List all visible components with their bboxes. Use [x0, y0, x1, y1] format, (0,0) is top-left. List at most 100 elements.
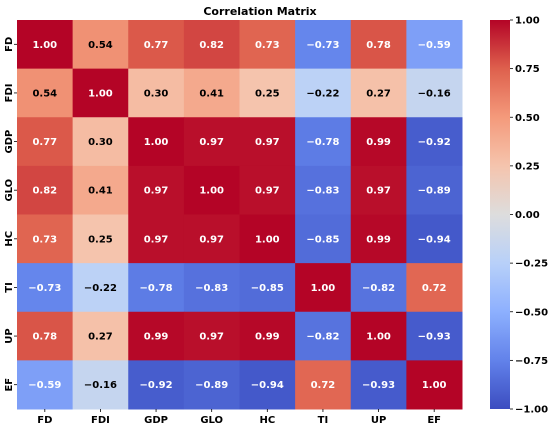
colorbar-tick-label: 1.00: [515, 16, 540, 27]
heatmap-cell: [295, 68, 352, 118]
heatmap-cell: [239, 68, 296, 118]
cell-value-label: −0.16: [84, 380, 117, 391]
heatmap-cell: [17, 165, 74, 215]
cell-value-label: −0.73: [28, 283, 61, 294]
cell-value-label: −0.93: [362, 380, 395, 391]
cell-value-label: 0.54: [32, 88, 57, 99]
cell-value-label: −0.94: [251, 380, 284, 391]
heatmap-cell: [350, 20, 407, 70]
x-axis-tick-labels: FD FDI GDP GLO HC TI UP EF: [37, 409, 441, 426]
cell-value-label: 0.97: [199, 234, 224, 245]
heatmap-cell: [350, 117, 407, 167]
cell-value-label: −0.16: [418, 88, 451, 99]
heatmap-cell: [72, 68, 129, 118]
x-tick-label: FDI: [91, 415, 110, 426]
heatmap-cell: [239, 165, 296, 215]
x-tick-label: HC: [259, 415, 275, 426]
heatmap-cell: [295, 311, 352, 361]
cell-value-label: 0.99: [144, 332, 169, 343]
cell-value-label: 0.97: [199, 332, 224, 343]
heatmap-cell: [295, 263, 352, 313]
heatmap-cell: [183, 214, 240, 264]
heatmap-cell: [406, 214, 463, 264]
y-tick-label: FDI: [4, 84, 15, 103]
cell-value-label: −0.85: [306, 234, 339, 245]
heatmap-cell: [295, 20, 352, 70]
cell-value-label: 0.78: [32, 332, 57, 343]
heatmap-cell: [17, 20, 74, 70]
heatmap-cell: [406, 263, 463, 313]
cell-value-label: −0.22: [306, 88, 339, 99]
x-tick-label: EF: [427, 415, 441, 426]
cell-value-label: 0.41: [88, 186, 113, 197]
heatmap-cell: [128, 311, 185, 361]
heatmap-cell: [350, 214, 407, 264]
cell-value-label: −0.85: [251, 283, 284, 294]
heatmap-cell: [295, 360, 352, 410]
heatmap-cell: [17, 117, 74, 167]
cell-value-label: −0.83: [306, 186, 339, 197]
heatmap-cell: [239, 20, 296, 70]
cell-value-label: 0.30: [88, 137, 113, 148]
heatmap-cell: [128, 117, 185, 167]
y-tick-label: UP: [4, 328, 15, 343]
heatmap-cell: [72, 214, 129, 264]
colorbar-tick-label: 0.00: [515, 210, 540, 221]
cell-value-label: 0.77: [144, 40, 169, 51]
x-tick-label: UP: [371, 415, 386, 426]
heatmap-cell: [183, 165, 240, 215]
heatmap-cell: [239, 360, 296, 410]
cell-value-label: 0.27: [88, 332, 113, 343]
heatmap-cell: [295, 214, 352, 264]
y-tick-label: EF: [4, 378, 15, 392]
heatmap-cell: [350, 360, 407, 410]
cell-value-label: 0.99: [366, 137, 391, 148]
x-tick-label: GLO: [200, 415, 223, 426]
cell-value-label: 0.25: [88, 234, 113, 245]
heatmap-cell: [183, 360, 240, 410]
heatmap-cell: [72, 263, 129, 313]
cell-value-label: 1.00: [32, 40, 57, 51]
heatmap-cell: [128, 360, 185, 410]
colorbar-tick-label: −0.75: [515, 356, 548, 367]
heatmap-cell: [295, 165, 352, 215]
heatmap-cell: [128, 20, 185, 70]
heatmap-cell: [183, 117, 240, 167]
colorbar-tick-label: −0.50: [515, 307, 548, 318]
cell-value-label: −0.94: [418, 234, 451, 245]
heatmap-cell: [406, 20, 463, 70]
heatmap-cell: [128, 68, 185, 118]
heatmap-cell: [17, 311, 74, 361]
cell-value-label: 0.78: [366, 40, 391, 51]
y-tick-label: FD: [4, 37, 15, 52]
heatmap-cell: [406, 117, 463, 167]
x-tick-label: TI: [318, 415, 329, 426]
cell-value-label: 0.72: [422, 283, 447, 294]
cell-value-label: 0.82: [199, 40, 224, 51]
x-tick-label: FD: [37, 415, 52, 426]
heatmap-cell: [72, 311, 129, 361]
heatmap-cell: [239, 263, 296, 313]
y-axis-tick-labels: FD FDI GDP GLO HC TI UP EF: [4, 37, 17, 392]
cell-value-label: 1.00: [88, 88, 113, 99]
cell-value-label: 0.54: [88, 40, 113, 51]
cell-value-label: −0.93: [418, 332, 451, 343]
cell-value-label: 0.99: [366, 234, 391, 245]
heatmap-cell: [239, 214, 296, 264]
x-tick-label: GDP: [144, 415, 168, 426]
colorbar-tick-label: 0.50: [515, 113, 540, 124]
colorbar-gradient: [490, 20, 510, 409]
colorbar-tick-label: −1.00: [515, 405, 548, 416]
cell-value-label: −0.78: [140, 283, 173, 294]
cell-value-label: 0.82: [32, 186, 57, 197]
heatmap-cell: [128, 165, 185, 215]
cell-value-label: 0.97: [144, 186, 169, 197]
heatmap-cell: [183, 311, 240, 361]
heatmap-cell: [295, 117, 352, 167]
heatmap-cell: [239, 117, 296, 167]
heatmap-cell: [350, 311, 407, 361]
y-tick-label: HC: [4, 231, 15, 247]
cell-value-label: −0.82: [362, 283, 395, 294]
cell-value-label: 1.00: [422, 380, 447, 391]
